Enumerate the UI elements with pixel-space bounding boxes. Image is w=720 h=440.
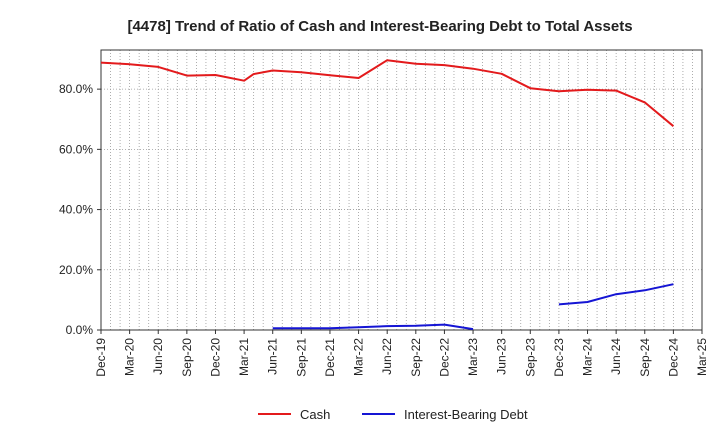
x-tick-label: Dec-20 [208, 338, 222, 377]
x-tick-label: Jun-22 [380, 338, 394, 375]
grid-lines [101, 50, 702, 330]
x-tick-label: Sep-20 [180, 338, 194, 377]
y-tick-label: 40.0% [59, 203, 93, 217]
x-tick-label: Sep-22 [409, 338, 423, 377]
y-tick-label: 80.0% [59, 82, 93, 96]
x-tick-label: Dec-24 [666, 338, 680, 377]
y-tick-label: 60.0% [59, 142, 93, 156]
x-tick-label: Sep-21 [294, 338, 308, 377]
x-tick-label: Sep-24 [638, 338, 652, 377]
series-lines [100, 59, 675, 331]
legend-label-interest-bearing-debt: Interest-Bearing Debt [404, 407, 528, 422]
x-tick-label: Jun-21 [266, 338, 280, 375]
chart-title: [4478] Trend of Ratio of Cash and Intere… [127, 18, 632, 35]
legend: Cash Interest-Bearing Debt [258, 407, 528, 422]
series-line-interest-bearing-debt [272, 323, 474, 331]
x-tick-label: Jun-24 [609, 338, 623, 375]
x-tick-label: Mar-21 [237, 338, 251, 376]
x-tick-label: Jun-23 [495, 338, 509, 375]
series-line-interest-bearing-debt [558, 283, 674, 306]
plot-frame [100, 49, 703, 331]
x-tick-label: Dec-22 [437, 338, 451, 377]
x-tick-label: Dec-23 [552, 338, 566, 377]
x-tick-label: Dec-21 [323, 338, 337, 377]
x-tick-label: Mar-22 [352, 338, 366, 376]
y-tick-label: 0.0% [66, 323, 94, 337]
legend-label-cash: Cash [300, 407, 330, 422]
x-tick-label: Sep-23 [523, 338, 537, 377]
series-line-cash [100, 59, 675, 127]
x-tick-label: Mar-20 [123, 338, 137, 376]
axes: 0.0% 20.0% 40.0% 60.0% 80.0% Dec-19 Mar-20 Jun-… [59, 49, 709, 377]
x-tick-label: Mar-23 [466, 338, 480, 376]
y-tick-label: 20.0% [59, 263, 93, 277]
x-tick-label: Dec-19 [94, 338, 108, 377]
x-tick-label: Mar-25 [695, 338, 709, 376]
x-tick-label: Jun-20 [151, 338, 165, 375]
x-tick-label: Mar-24 [581, 338, 595, 376]
